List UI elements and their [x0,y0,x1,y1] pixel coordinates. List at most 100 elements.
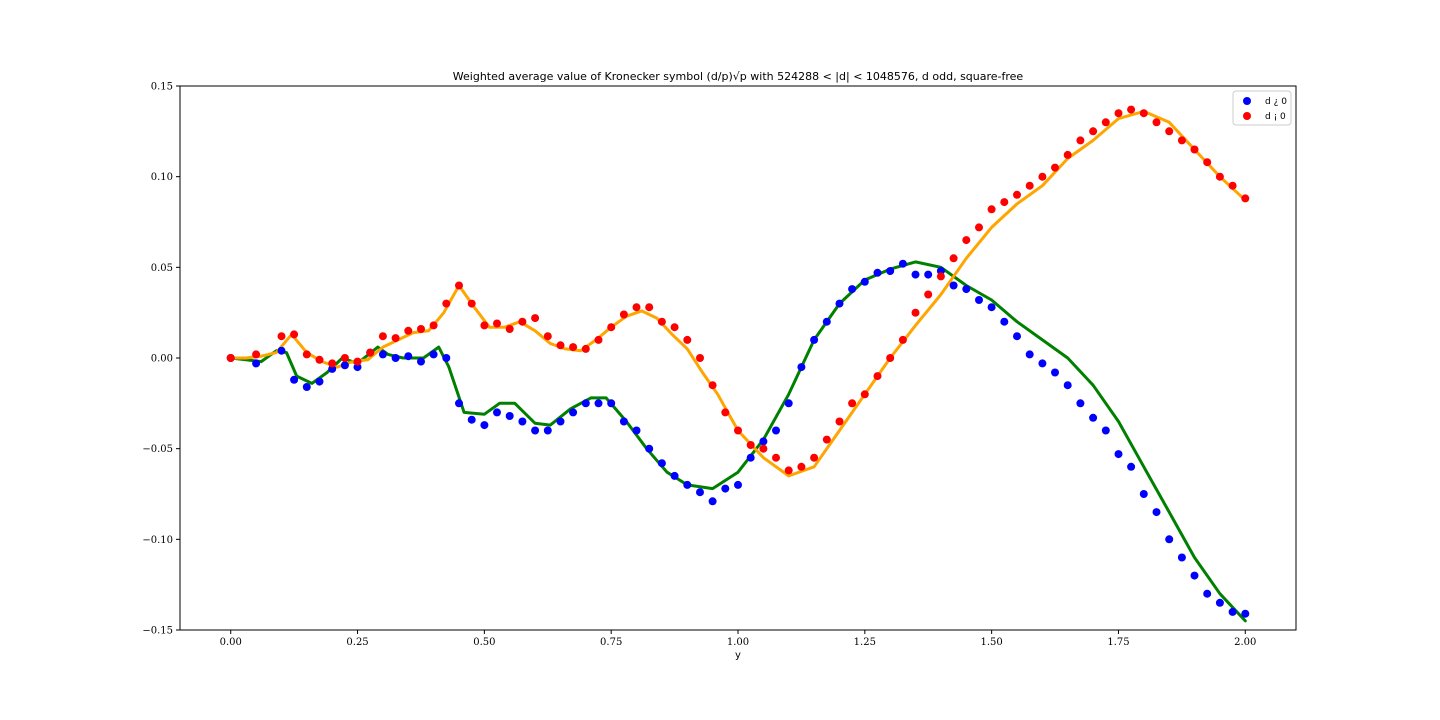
legend-marker-blue [1243,97,1251,105]
x-tick-label-1: 0.25 [346,637,368,648]
scatter-point-s1-35 [696,354,704,362]
scatter-point-s1-19 [493,319,501,328]
scatter-point-s0-26 [581,399,590,408]
scatter-point-s0-6 [328,364,337,373]
scatter-point-s1-45 [822,435,831,444]
scatter-point-s0-19 [493,408,501,417]
scatter-point-s1-63 [1051,163,1059,172]
scatter-point-s0-64 [1063,381,1072,390]
scatter-point-s1-68 [1114,109,1123,118]
scatter-point-s1-23 [543,332,552,341]
scatter-point-s0-22 [531,426,540,435]
chart-title: Weighted average value of Kronecker symb… [453,70,1024,83]
scatter-point-s1-2 [277,332,286,341]
scatter-point-s0-78 [1241,609,1250,618]
x-tick-label-4: 1.00 [727,637,749,648]
scatter-point-s1-75 [1203,158,1212,167]
scatter-point-s1-54 [936,272,945,281]
scatter-point-s1-0 [226,354,235,362]
scatter-point-s0-48 [860,277,869,286]
scatter-point-s0-76 [1215,598,1224,607]
scatter-point-s1-4 [302,350,311,359]
y-axis: −0.15 −0.10 −0.05 0.00 0.05 0.10 0.15 [142,82,180,637]
x-tick-label-6: 1.50 [981,637,1003,648]
scatter-point-s1-59 [1000,198,1009,207]
scatter-point-s0-67 [1101,426,1110,435]
scatter-point-s1-36 [708,381,717,390]
y-tick-label-5: 0.10 [151,172,173,183]
x-tick-label-3: 0.75 [600,637,622,648]
x-tick-label-8: 2.00 [1234,637,1256,648]
scatter-point-s0-61 [1025,350,1034,359]
x-axis: 0.00 0.25 0.50 0.75 1.00 1.25 1.50 1.75 2.00 [220,630,1256,648]
scatter-point-s0-38 [734,480,742,489]
scatter-point-s1-25 [569,343,578,352]
scatter-point-s0-39 [746,453,755,462]
scatter-point-s1-69 [1127,105,1136,114]
scatter-point-s1-7 [340,354,349,362]
scatter-point-s1-51 [898,335,907,344]
scatter-point-s0-15 [442,354,451,362]
scatter-point-s1-12 [404,326,413,335]
scatter-point-s1-30 [632,303,641,312]
scatter-point-s0-75 [1203,589,1212,598]
scatter-point-s0-44 [810,335,819,344]
y-tick-label-6: 0.15 [151,82,173,93]
scatter-point-s0-1 [252,359,261,368]
scatter-point-s1-42 [784,466,793,475]
scatter-point-s0-20 [505,412,514,420]
scatter-point-s1-3 [290,330,299,339]
scatter-point-s0-62 [1038,359,1047,368]
scatter-point-s1-62 [1038,172,1047,181]
scatter-point-s1-15 [442,299,451,308]
scatter-point-s0-10 [378,350,387,359]
scatter-point-s0-63 [1051,368,1059,377]
scatter-point-s1-33 [670,323,679,332]
scatter-point-s1-64 [1063,150,1072,159]
scatter-point-s0-7 [340,361,349,370]
scatter-point-s1-16 [455,281,463,290]
scatter-point-s0-3 [290,375,299,384]
scatter-point-s1-20 [505,325,514,333]
scatter-point-s0-21 [518,417,527,426]
scatter-point-s0-13 [417,357,425,366]
y-tick-label-3: 0.00 [151,354,173,365]
scatter-point-s0-12 [404,352,413,361]
scatter-point-s0-35 [696,488,704,497]
scatter-point-s1-39 [746,441,755,449]
scatter-point-s1-44 [810,453,819,462]
scatter-point-s0-11 [391,354,400,362]
scatter-point-s1-32 [657,317,666,326]
scatter-point-s1-14 [429,321,438,330]
scatter-point-s1-52 [911,308,920,317]
scatter-point-s0-57 [975,296,983,304]
scatter-point-s1-29 [619,310,628,319]
scatter-point-s0-60 [1013,332,1021,341]
legend-marker-red [1243,112,1251,120]
scatter-point-s0-58 [987,303,996,312]
scatter-point-s0-17 [467,415,476,424]
scatter-point-s1-27 [594,335,603,344]
scatter-point-s0-65 [1076,399,1085,408]
scatter-point-s0-28 [607,399,616,408]
scatter-point-s1-74 [1190,145,1199,154]
scatter-point-s1-66 [1089,127,1098,136]
scatter-point-s0-77 [1228,607,1237,616]
scatter-point-s1-9 [366,348,375,357]
scatter-point-s0-16 [455,399,463,408]
scatter-point-s0-37 [721,484,730,493]
x-axis-label: y [735,650,741,661]
x-tick-label-0: 0.00 [220,637,242,648]
scatter-point-s1-70 [1139,109,1148,118]
scatter-point-s1-43 [797,462,806,471]
scatter-point-s0-8 [353,363,362,372]
scatter-point-s1-60 [1013,190,1021,199]
scatter-point-s1-61 [1025,181,1034,190]
scatter-point-s1-18 [480,321,489,330]
scatter-point-s0-71 [1152,508,1161,517]
scatter-point-s1-40 [759,444,768,453]
scatter-point-s1-56 [962,236,971,245]
scatter-point-s0-52 [911,270,920,279]
scatter-point-s0-74 [1190,571,1199,580]
